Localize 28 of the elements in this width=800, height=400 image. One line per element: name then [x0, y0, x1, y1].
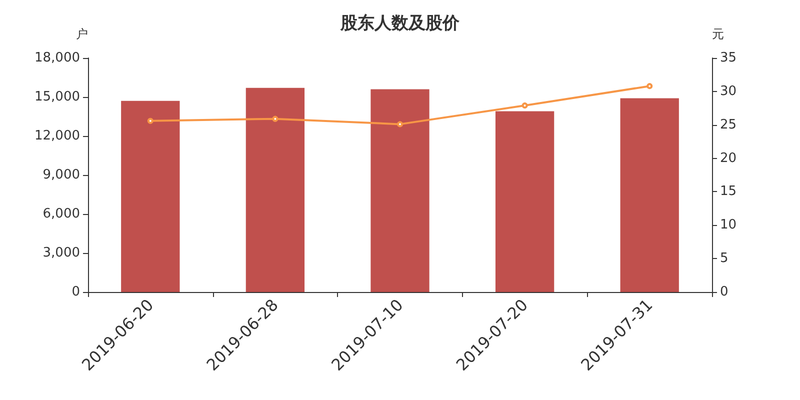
- y-tick-label: 3,000: [42, 246, 80, 260]
- y-tick-label: 0: [72, 284, 80, 300]
- y2-tick-label: 5: [720, 251, 728, 266]
- bar: [121, 100, 180, 292]
- y-tick-label: 12,000: [34, 128, 80, 144]
- point: [147, 118, 154, 124]
- y2-tick-label: 25: [720, 117, 737, 132]
- y2-tick-label: 20: [720, 150, 737, 166]
- y2-axis-title: 元: [712, 27, 724, 41]
- bar: [495, 111, 554, 292]
- y2-tick-label: 15: [720, 184, 737, 200]
- point: [522, 102, 528, 108]
- y-axis-title: 户: [76, 27, 88, 41]
- y2-tick-label: 10: [720, 218, 737, 233]
- y-tick-label: 6,000: [42, 206, 80, 222]
- bar: [246, 88, 305, 292]
- y-tick-label: 9,000: [42, 168, 80, 182]
- bar: [370, 89, 430, 292]
- y-tick-label: 18,000: [34, 50, 80, 66]
- bar: [620, 98, 679, 292]
- point: [646, 83, 653, 90]
- point: [272, 116, 278, 122]
- y-tick-label: 15,000: [34, 90, 80, 104]
- chart-title: 股东人数及股价: [340, 14, 460, 34]
- y2-tick-label: 0: [720, 284, 728, 300]
- y2-tick-label: 35: [720, 50, 737, 66]
- y2-tick-label: 30: [720, 84, 737, 99]
- point: [397, 121, 403, 128]
